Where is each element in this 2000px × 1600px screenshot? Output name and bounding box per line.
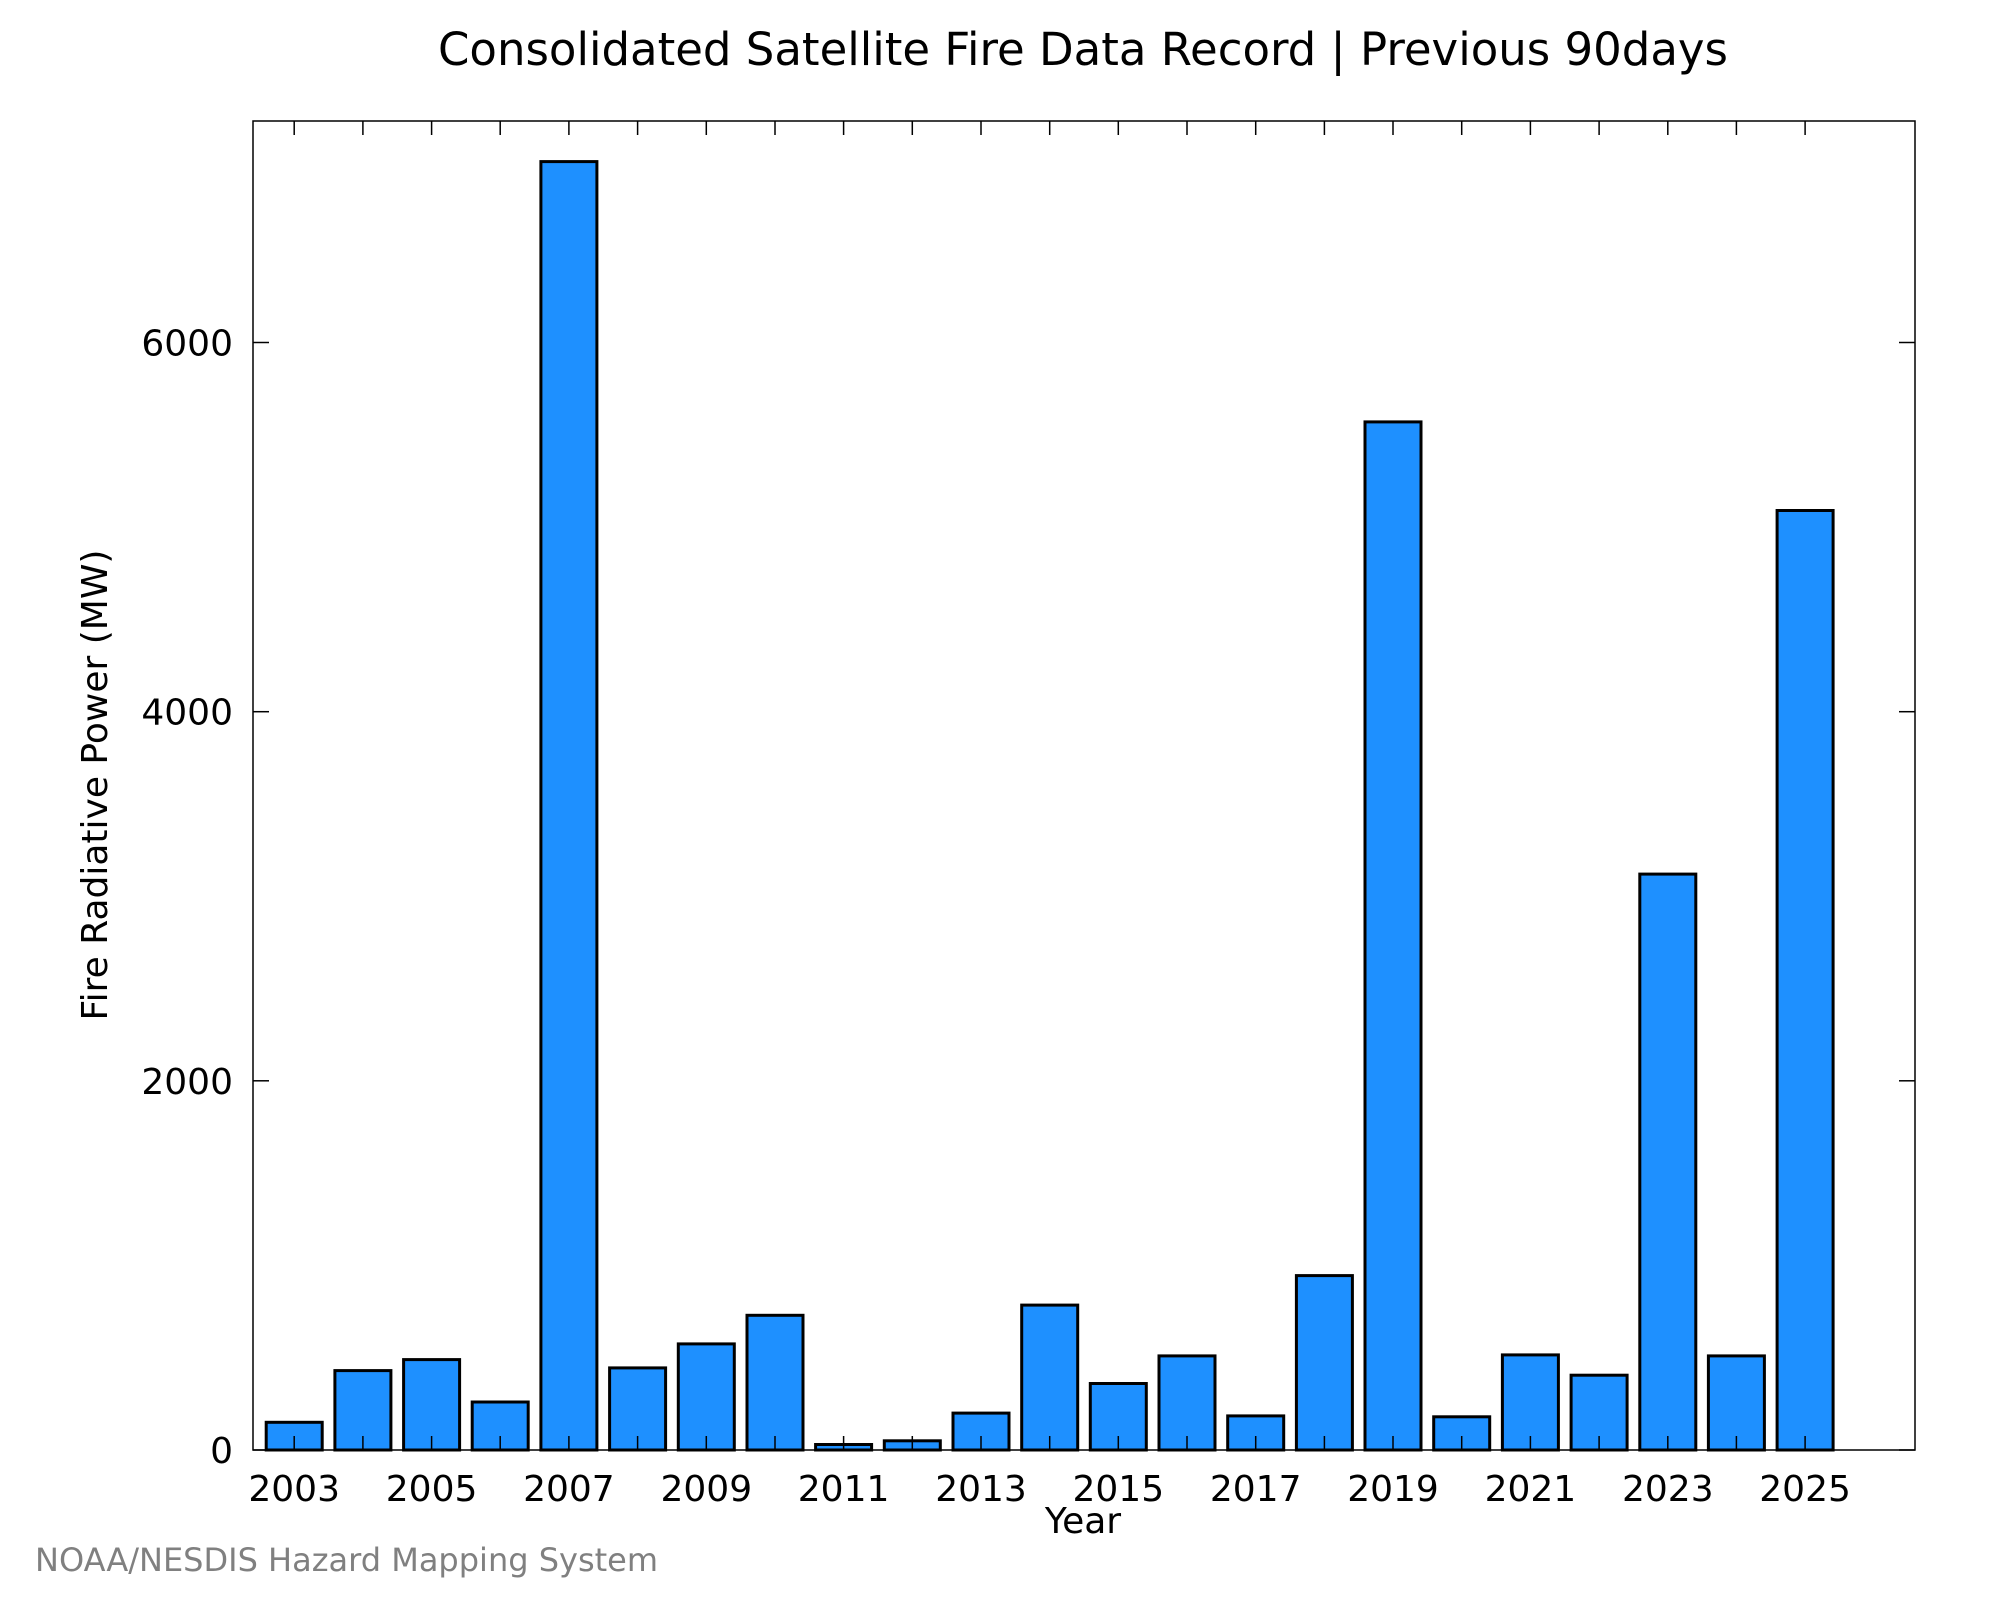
y-tick-label: 2000	[141, 1062, 233, 1103]
x-tick-label: 2009	[660, 1469, 752, 1510]
bar-2024	[1706, 1354, 1766, 1452]
x-tick-label: 2011	[798, 1469, 890, 1510]
x-tick-label: 2015	[1072, 1469, 1164, 1510]
bar-2018	[1294, 1274, 1354, 1452]
x-axis-label: Year	[1044, 1501, 1121, 1542]
x-tick-label: 2025	[1759, 1469, 1851, 1510]
x-tick-label: 2005	[386, 1469, 478, 1510]
bar-2025	[1775, 509, 1835, 1452]
bar-2021	[1500, 1353, 1560, 1452]
bar-2023	[1638, 872, 1698, 1452]
x-tick-label: 2013	[935, 1469, 1027, 1510]
credit-text: NOAA/NESDIS Hazard Mapping System	[35, 1541, 658, 1579]
x-tick-label: 2021	[1485, 1469, 1577, 1510]
plot-frame	[252, 120, 1916, 1451]
x-tick-label: 2007	[523, 1469, 615, 1510]
x-tick-label: 2023	[1622, 1469, 1714, 1510]
x-tick-label: 2019	[1347, 1469, 1439, 1510]
y-tick-label: 4000	[141, 693, 233, 734]
x-tick-label: 2017	[1210, 1469, 1302, 1510]
bar-2009	[676, 1342, 736, 1452]
bar-2010	[745, 1313, 805, 1452]
y-tick-label: 0	[210, 1431, 233, 1472]
y-tick-label: 6000	[141, 324, 233, 365]
chart-title: Consolidated Satellite Fire Data Record …	[438, 23, 1728, 76]
plot-area: 2003 2005 2007 2009 2011 2013 2015 2017 2019 2021…	[141, 120, 1916, 1510]
y-axis-label: Fire Radiative Power (MW)	[75, 550, 116, 1021]
x-tick-label: 2003	[248, 1469, 340, 1510]
bar-2016	[1157, 1354, 1217, 1452]
bar-2007	[539, 160, 599, 1452]
bar-2014	[1020, 1303, 1080, 1452]
bar-2019	[1363, 420, 1423, 1452]
